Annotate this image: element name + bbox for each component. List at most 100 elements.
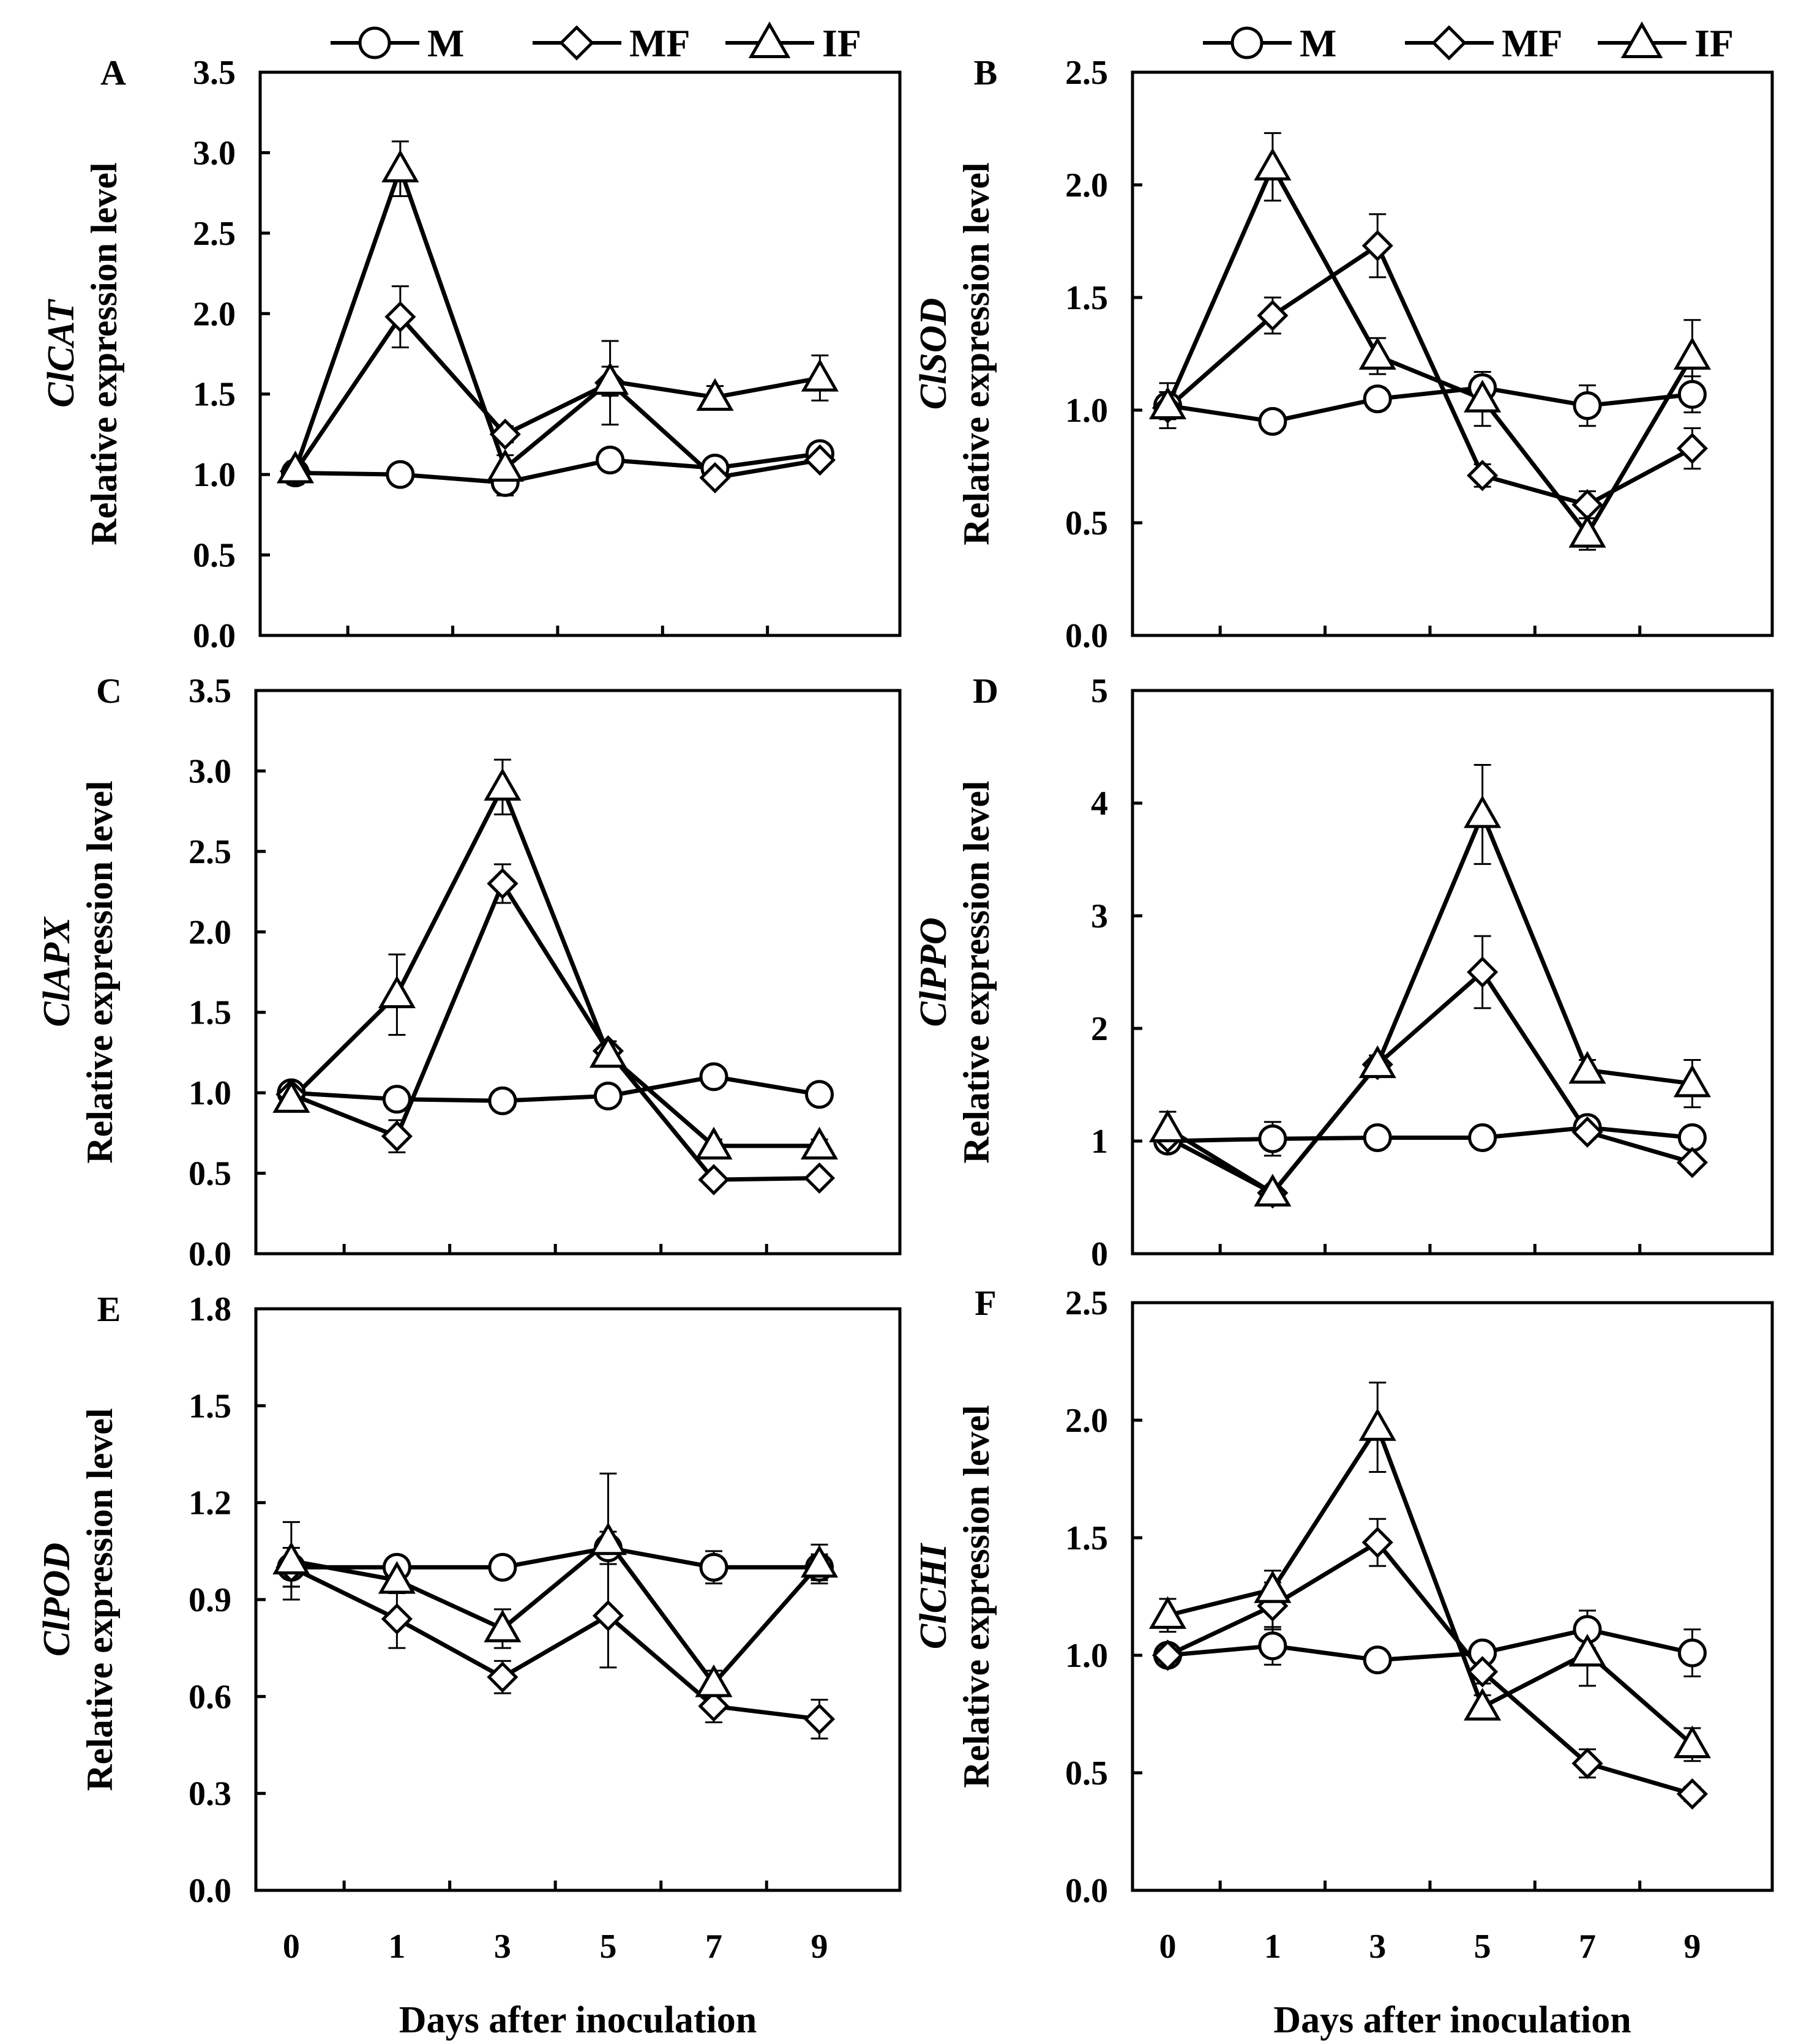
- y-tick-label: 0.6: [189, 1678, 231, 1716]
- marker-IF: [1148, 1109, 1187, 1142]
- panel-A: 0.0 0.5 1.0 1.5 2.0 2.5 3.0 3.5 A Relative expres…: [40, 53, 902, 655]
- series-IF: [282, 758, 828, 1153]
- marker-M: [1258, 406, 1287, 436]
- y-tick-label: 0.5: [189, 1155, 231, 1193]
- marker-MF: [1467, 460, 1499, 492]
- marker-M: [1677, 1638, 1707, 1668]
- marker-IF: [1673, 1064, 1711, 1098]
- y-tick-label: 2.0: [189, 913, 231, 951]
- marker-MF: [381, 1603, 413, 1635]
- marker-MF: [381, 1120, 413, 1152]
- marker-IF: [801, 359, 839, 392]
- marker-IF: [276, 450, 315, 484]
- series-line-M: [1167, 385, 1693, 424]
- marker-IF: [378, 1561, 416, 1594]
- x-axis-label: Days after inoculation: [1273, 1999, 1631, 2041]
- marker-MF: [489, 418, 521, 451]
- marker-M: [1573, 391, 1602, 421]
- panel-F: 0.0 0.5 1.0 1.5 2.0 2.5 F Relative expression l…: [913, 1283, 1774, 2041]
- marker-M: [1468, 1123, 1497, 1152]
- marker-IF: [1254, 148, 1292, 181]
- panel-label: F: [975, 1283, 996, 1323]
- series-line-MF: [293, 313, 820, 481]
- panel-E: 0.0 0.3 0.6 0.9 1.2 1.5 1.8 E Relative expressio…: [36, 1289, 902, 2041]
- marker-IF: [1568, 1633, 1606, 1667]
- series-IF: [1159, 763, 1701, 1201]
- marker-IF: [378, 975, 416, 1008]
- marker-IF: [800, 1126, 839, 1160]
- marker-IF: [484, 1609, 522, 1642]
- marker-MF: [1467, 956, 1499, 988]
- y-tick-label: 0.0: [189, 1872, 231, 1910]
- marker-IF: [1254, 1174, 1292, 1207]
- y-tick-label: 2.5: [193, 215, 236, 253]
- series-line-MF: [290, 878, 820, 1182]
- y-tick-label: 0: [1091, 1235, 1108, 1273]
- plot-frame: [1131, 689, 1774, 1256]
- marker-M: [1258, 1631, 1287, 1661]
- marker-M: [699, 1062, 728, 1091]
- x-tick-label: 0: [1159, 1928, 1176, 1966]
- markers-IF: [272, 768, 839, 1160]
- y-tick-label: 1.5: [189, 994, 231, 1032]
- marker-IF: [591, 362, 629, 395]
- series-line-IF: [291, 1538, 822, 1687]
- series-line-MF: [290, 1565, 820, 1721]
- x-tick-label: 3: [1369, 1928, 1386, 1966]
- x-tick-label: 1: [388, 1928, 405, 1966]
- markers-M: [1153, 1113, 1707, 1156]
- marker-M: [382, 1085, 411, 1114]
- marker-MF: [487, 867, 519, 900]
- marker-M: [1677, 1123, 1707, 1152]
- y-tick-label: 2.0: [1065, 1402, 1108, 1440]
- series-IF: [282, 1472, 828, 1698]
- series-line-M: [1167, 1627, 1693, 1663]
- marker-IF: [1358, 1408, 1396, 1441]
- y-tick-label: 0.3: [189, 1775, 231, 1813]
- plot-frame: [1131, 70, 1774, 637]
- x-tick-label: 5: [599, 1928, 616, 1966]
- marker-MF: [699, 462, 731, 493]
- marker-IF: [1464, 795, 1502, 828]
- y-tick-label: 0.0: [1065, 617, 1108, 655]
- plot-frame: [258, 70, 902, 637]
- series-IF: [286, 140, 829, 482]
- legend-label-M: M: [427, 21, 464, 65]
- legend-label-M: M: [1300, 21, 1336, 65]
- markers-IF: [276, 149, 839, 484]
- y-tick-label: 0.0: [189, 1235, 231, 1273]
- markers-M: [277, 1062, 834, 1115]
- marker-IF: [748, 21, 791, 58]
- marker-IF: [1464, 1688, 1502, 1721]
- series-line-M: [291, 1074, 820, 1103]
- markers-IF: [1148, 795, 1711, 1207]
- marker-MF: [1676, 1778, 1708, 1810]
- y-tick-label: 0.5: [1065, 504, 1108, 542]
- y-axis-label: Relative expression level: [956, 162, 997, 545]
- marker-M: [488, 1552, 517, 1582]
- series-M: [282, 1071, 828, 1106]
- marker-MF: [698, 1164, 730, 1196]
- marker-MF: [1361, 230, 1393, 261]
- marker-MF: [1431, 25, 1467, 61]
- x-tick-label: 9: [811, 1928, 828, 1966]
- marker-M: [593, 1081, 623, 1110]
- series-M: [1159, 1115, 1701, 1157]
- marker-IF: [486, 449, 524, 482]
- marker-MF: [803, 1703, 836, 1735]
- series-MF: [1159, 213, 1701, 520]
- y-tick-label: 1.0: [1065, 1637, 1108, 1675]
- markers-M: [1153, 1615, 1707, 1675]
- marker-IF: [1568, 1050, 1606, 1084]
- y-tick-label: 2.0: [1065, 167, 1108, 204]
- y-tick-label: 3.0: [189, 752, 231, 790]
- series-line-M: [291, 1545, 820, 1570]
- panel-label: E: [97, 1289, 121, 1329]
- y-axis-label: Relative expression level: [80, 781, 120, 1163]
- marker-IF: [695, 1126, 733, 1160]
- legend-right: M MF IF: [1203, 21, 1734, 65]
- y-tick-label: 0.0: [193, 617, 236, 655]
- marker-IF: [381, 149, 419, 182]
- marker-IF: [1620, 21, 1663, 58]
- y-tick-label: 3.5: [189, 672, 231, 710]
